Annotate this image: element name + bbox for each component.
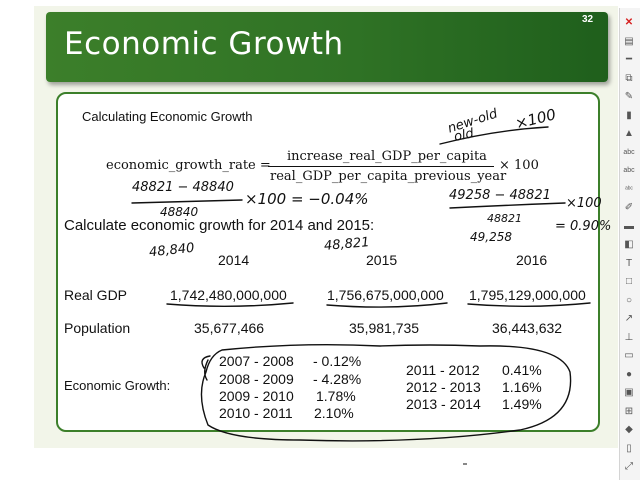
growth-period: 2011 - 2012 — [406, 362, 480, 378]
growth-rate: 1.78% — [316, 388, 356, 404]
mic-icon[interactable]: ● — [625, 368, 633, 380]
row-label-population: Population — [64, 320, 131, 336]
abc-small-icon[interactable]: ᵃᵇᶜ — [625, 185, 633, 193]
formula-numerator: increase_real_GDP_per_capita — [287, 149, 487, 164]
ink-calc2-fraction-line — [449, 202, 566, 209]
growth-period: 2009 - 2010 — [219, 388, 294, 404]
formula-rhs: × 100 — [499, 158, 539, 173]
abc-icon[interactable]: abc — [623, 167, 635, 174]
comment-icon[interactable]: ▬ — [624, 220, 634, 232]
copy-icon[interactable]: ⧉ — [625, 72, 633, 84]
text-icon[interactable]: T — [625, 257, 633, 269]
growth-period: 2013 - 2014 — [406, 396, 481, 412]
arrow-icon[interactable]: ↗ — [624, 313, 634, 324]
pencil-icon[interactable]: ✐ — [624, 202, 634, 213]
year-header-2014: 2014 — [218, 252, 250, 268]
ruler-icon[interactable]: ▭ — [624, 350, 634, 361]
ink-calc1-fraction-line — [131, 199, 243, 204]
eraser-icon[interactable]: ◧ — [624, 239, 634, 250]
ink-gdp-per-capita-2016: 49,258 — [470, 230, 512, 244]
ink-underline-2016 — [467, 302, 591, 307]
ink-calc1-denominator: 48840 — [160, 205, 199, 219]
gdp-2015: 1,756,675,000,000 — [327, 287, 444, 303]
fit-icon[interactable]: ⤢ — [625, 461, 633, 472]
growth-period: 2012 - 2013 — [406, 379, 481, 395]
annotation-toolbar — [619, 8, 640, 480]
ink-calc1-numerator: 48821 − 48840 — [132, 180, 234, 195]
pen-icon[interactable]: ✎ — [624, 91, 634, 102]
ink-calc2-result: = 0.90% — [555, 219, 612, 234]
ink-underline-2015 — [326, 302, 448, 308]
circle-icon[interactable]: ○ — [625, 294, 633, 306]
ink-circle-growth — [200, 343, 572, 442]
gdp-2016: 1,795,129,000,000 — [469, 287, 586, 303]
population-2015: 35,981,735 — [349, 320, 420, 336]
gdp-2014: 1,742,480,000,000 — [170, 287, 287, 303]
camera-icon[interactable]: ▣ — [624, 387, 634, 398]
ink-calc2-numerator: 49258 − 48821 — [449, 188, 551, 203]
growth-rate: 0.41% — [502, 362, 542, 378]
growth-rate: 2.10% — [314, 405, 354, 421]
ink-fraction-line — [439, 126, 549, 145]
content-box — [56, 92, 600, 432]
marker-icon[interactable]: ▲ — [624, 128, 634, 139]
slide-title: Economic Growth — [64, 26, 344, 62]
cursor-mark — [463, 463, 467, 465]
growth-label: Economic Growth: — [64, 378, 171, 393]
ink-calc2-x100: ×100 — [566, 196, 602, 211]
growth-rate: - 4.28% — [313, 371, 362, 387]
page-icon[interactable]: ▯ — [626, 442, 632, 454]
population-2014: 35,677,466 — [194, 320, 265, 336]
square-icon[interactable]: □ — [625, 276, 633, 287]
growth-rate: 1.16% — [502, 379, 542, 395]
stamp-icon[interactable]: ⊥ — [624, 331, 634, 343]
row-label-real-gdp: Real GDP — [64, 287, 128, 303]
ink-calc1-result: ×100 = −0.04% — [245, 190, 369, 208]
growth-period: 2008 - 2009 — [219, 371, 294, 387]
ink-bracket — [201, 355, 211, 381]
question-prompt: Calculate economic growth for 2014 and 2… — [64, 217, 375, 234]
formula-lhs: economic_growth_rate = — [106, 158, 271, 173]
slide-number: 32 — [582, 14, 594, 25]
palette-icon[interactable]: ◆ — [625, 424, 633, 435]
attach-icon[interactable]: ⊞ — [624, 405, 634, 417]
ink-underline-2014 — [166, 302, 294, 307]
growth-period: 2007 - 2008 — [219, 353, 294, 369]
formula-fraction-bar — [268, 166, 494, 167]
formula-denominator: real_GDP_per_capita_previous_year — [270, 169, 507, 184]
slide-subtitle: Calculating Economic Growth — [82, 109, 253, 124]
close-icon[interactable]: ✕ — [624, 17, 634, 28]
ink-calc2-denominator: 48821 — [487, 212, 522, 225]
minus-icon[interactable]: ━ — [625, 54, 633, 65]
highlighter-icon[interactable]: ▮ — [626, 109, 632, 121]
growth-rate: - 0.12% — [313, 353, 362, 369]
title-bar: Economic Growth — [46, 12, 608, 82]
print-icon[interactable]: ▤ — [624, 35, 634, 47]
year-header-2016: 2016 — [516, 252, 548, 268]
year-header-2015: 2015 — [366, 252, 398, 268]
population-2016: 36,443,632 — [492, 320, 563, 336]
growth-rate: 1.49% — [502, 396, 542, 412]
text-style-icon[interactable]: abc — [623, 148, 635, 156]
growth-period: 2010 - 2011 — [219, 405, 293, 421]
